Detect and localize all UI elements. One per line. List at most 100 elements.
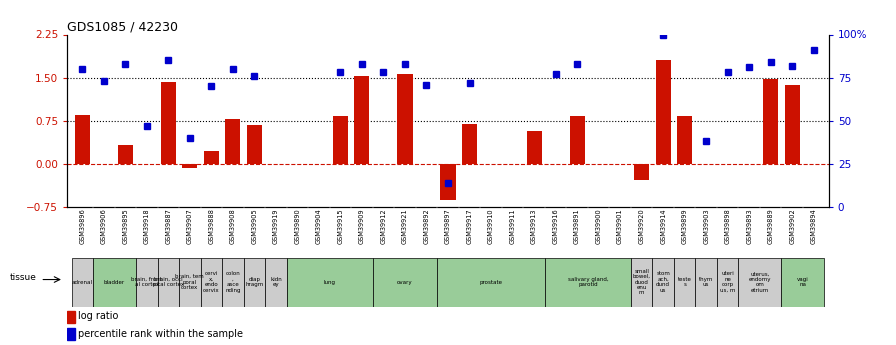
Bar <box>225 119 240 164</box>
Text: GSM39887: GSM39887 <box>166 208 171 244</box>
Bar <box>738 257 781 307</box>
Text: GSM39907: GSM39907 <box>187 208 193 244</box>
Bar <box>117 145 133 164</box>
Text: ovary: ovary <box>397 279 413 285</box>
Bar <box>398 73 412 164</box>
Bar <box>203 151 219 164</box>
Text: GSM39905: GSM39905 <box>252 208 257 244</box>
Bar <box>246 125 262 164</box>
Bar <box>437 257 545 307</box>
Text: brain, occi
pital cortex: brain, occi pital cortex <box>152 277 184 287</box>
Text: thym
us: thym us <box>699 277 713 287</box>
Bar <box>677 116 693 164</box>
Bar <box>222 257 244 307</box>
Bar <box>333 116 348 164</box>
Text: GSM39914: GSM39914 <box>660 208 666 244</box>
Bar <box>373 257 437 307</box>
Text: GSM39903: GSM39903 <box>703 208 709 244</box>
Bar <box>631 257 652 307</box>
Bar <box>201 257 222 307</box>
Bar <box>462 124 477 164</box>
Text: GSM39912: GSM39912 <box>381 208 386 244</box>
Bar <box>179 257 201 307</box>
Text: GSM39902: GSM39902 <box>789 208 796 244</box>
Text: GSM39904: GSM39904 <box>316 208 322 244</box>
Text: uterus,
endomy
om
etrium: uterus, endomy om etrium <box>749 272 771 293</box>
Text: adrenal: adrenal <box>72 279 93 285</box>
Text: GSM39918: GSM39918 <box>143 208 150 244</box>
Text: bladder: bladder <box>104 279 125 285</box>
Text: GSM39897: GSM39897 <box>445 208 451 244</box>
Bar <box>158 257 179 307</box>
Text: GSM39915: GSM39915 <box>338 208 343 244</box>
Bar <box>136 257 158 307</box>
Text: GSM39901: GSM39901 <box>617 208 623 244</box>
Bar <box>674 257 695 307</box>
Text: GDS1085 / 42230: GDS1085 / 42230 <box>67 20 178 33</box>
Bar <box>717 257 738 307</box>
Text: GSM39921: GSM39921 <box>402 208 408 244</box>
Text: GSM39896: GSM39896 <box>79 208 85 244</box>
Text: percentile rank within the sample: percentile rank within the sample <box>79 329 244 338</box>
Bar <box>182 164 197 168</box>
Bar <box>93 257 136 307</box>
Text: small
bowel,
duod
enu
m: small bowel, duod enu m <box>633 269 650 295</box>
Bar <box>72 257 93 307</box>
Text: GSM39890: GSM39890 <box>295 208 300 244</box>
Bar <box>570 116 584 164</box>
Text: teste
s: teste s <box>677 277 692 287</box>
Text: brain, tem
poral
cortex: brain, tem poral cortex <box>176 274 204 290</box>
Bar <box>785 85 800 164</box>
Bar <box>67 310 75 323</box>
Text: diap
hragm: diap hragm <box>246 277 263 287</box>
Text: GSM39920: GSM39920 <box>639 208 644 244</box>
Text: GSM39891: GSM39891 <box>574 208 580 244</box>
Bar <box>287 257 373 307</box>
Bar <box>545 257 631 307</box>
Text: cervi
x,
endo
cervix: cervi x, endo cervix <box>203 272 220 293</box>
Text: GSM39916: GSM39916 <box>553 208 558 244</box>
Text: GSM39893: GSM39893 <box>746 208 753 244</box>
Bar <box>160 82 176 164</box>
Text: vagi
na: vagi na <box>797 277 809 287</box>
Text: GSM39913: GSM39913 <box>531 208 537 244</box>
Text: GSM39900: GSM39900 <box>596 208 601 244</box>
Text: brain, front
al cortex: brain, front al cortex <box>132 277 162 287</box>
Bar <box>67 328 75 340</box>
Text: GSM39917: GSM39917 <box>467 208 472 244</box>
Text: GSM39909: GSM39909 <box>359 208 365 244</box>
Bar <box>527 131 541 164</box>
Bar <box>695 257 717 307</box>
Text: GSM39899: GSM39899 <box>682 208 687 244</box>
Text: GSM39919: GSM39919 <box>273 208 279 244</box>
Text: stom
ach,
dund
us: stom ach, dund us <box>656 272 670 293</box>
Text: salivary gland,
parotid: salivary gland, parotid <box>567 277 608 287</box>
Bar <box>265 257 287 307</box>
Text: GSM39895: GSM39895 <box>122 208 128 244</box>
Text: colon
,
asce
nding: colon , asce nding <box>225 272 241 293</box>
Bar <box>781 257 824 307</box>
Text: lung: lung <box>323 279 336 285</box>
Text: GSM39898: GSM39898 <box>725 208 730 244</box>
Text: log ratio: log ratio <box>79 312 119 321</box>
Text: GSM39892: GSM39892 <box>424 208 429 244</box>
Text: kidn
ey: kidn ey <box>270 277 281 287</box>
Text: GSM39908: GSM39908 <box>230 208 236 244</box>
Text: GSM39888: GSM39888 <box>209 208 214 244</box>
Text: GSM39910: GSM39910 <box>488 208 494 244</box>
Bar <box>763 79 779 164</box>
Text: tissue: tissue <box>10 273 37 282</box>
Bar <box>355 76 369 164</box>
Bar <box>441 164 455 199</box>
Bar <box>244 257 265 307</box>
Bar <box>656 60 671 164</box>
Text: uteri
ne
corp
us, m: uteri ne corp us, m <box>720 272 736 293</box>
Bar <box>652 257 674 307</box>
Text: GSM39911: GSM39911 <box>510 208 515 244</box>
Bar <box>74 115 90 164</box>
Bar <box>634 164 650 180</box>
Text: GSM39906: GSM39906 <box>100 208 107 244</box>
Text: prostate: prostate <box>479 279 503 285</box>
Text: GSM39889: GSM39889 <box>768 208 774 244</box>
Text: GSM39894: GSM39894 <box>811 208 817 244</box>
